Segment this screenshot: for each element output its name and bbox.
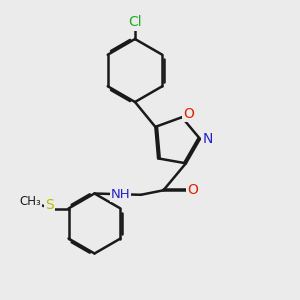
- Text: O: O: [187, 183, 198, 197]
- Text: CH₃: CH₃: [20, 195, 41, 208]
- Text: S: S: [46, 198, 54, 212]
- Text: O: O: [183, 107, 194, 121]
- Text: NH: NH: [111, 188, 130, 201]
- Text: Cl: Cl: [128, 16, 142, 29]
- Text: N: N: [202, 132, 213, 146]
